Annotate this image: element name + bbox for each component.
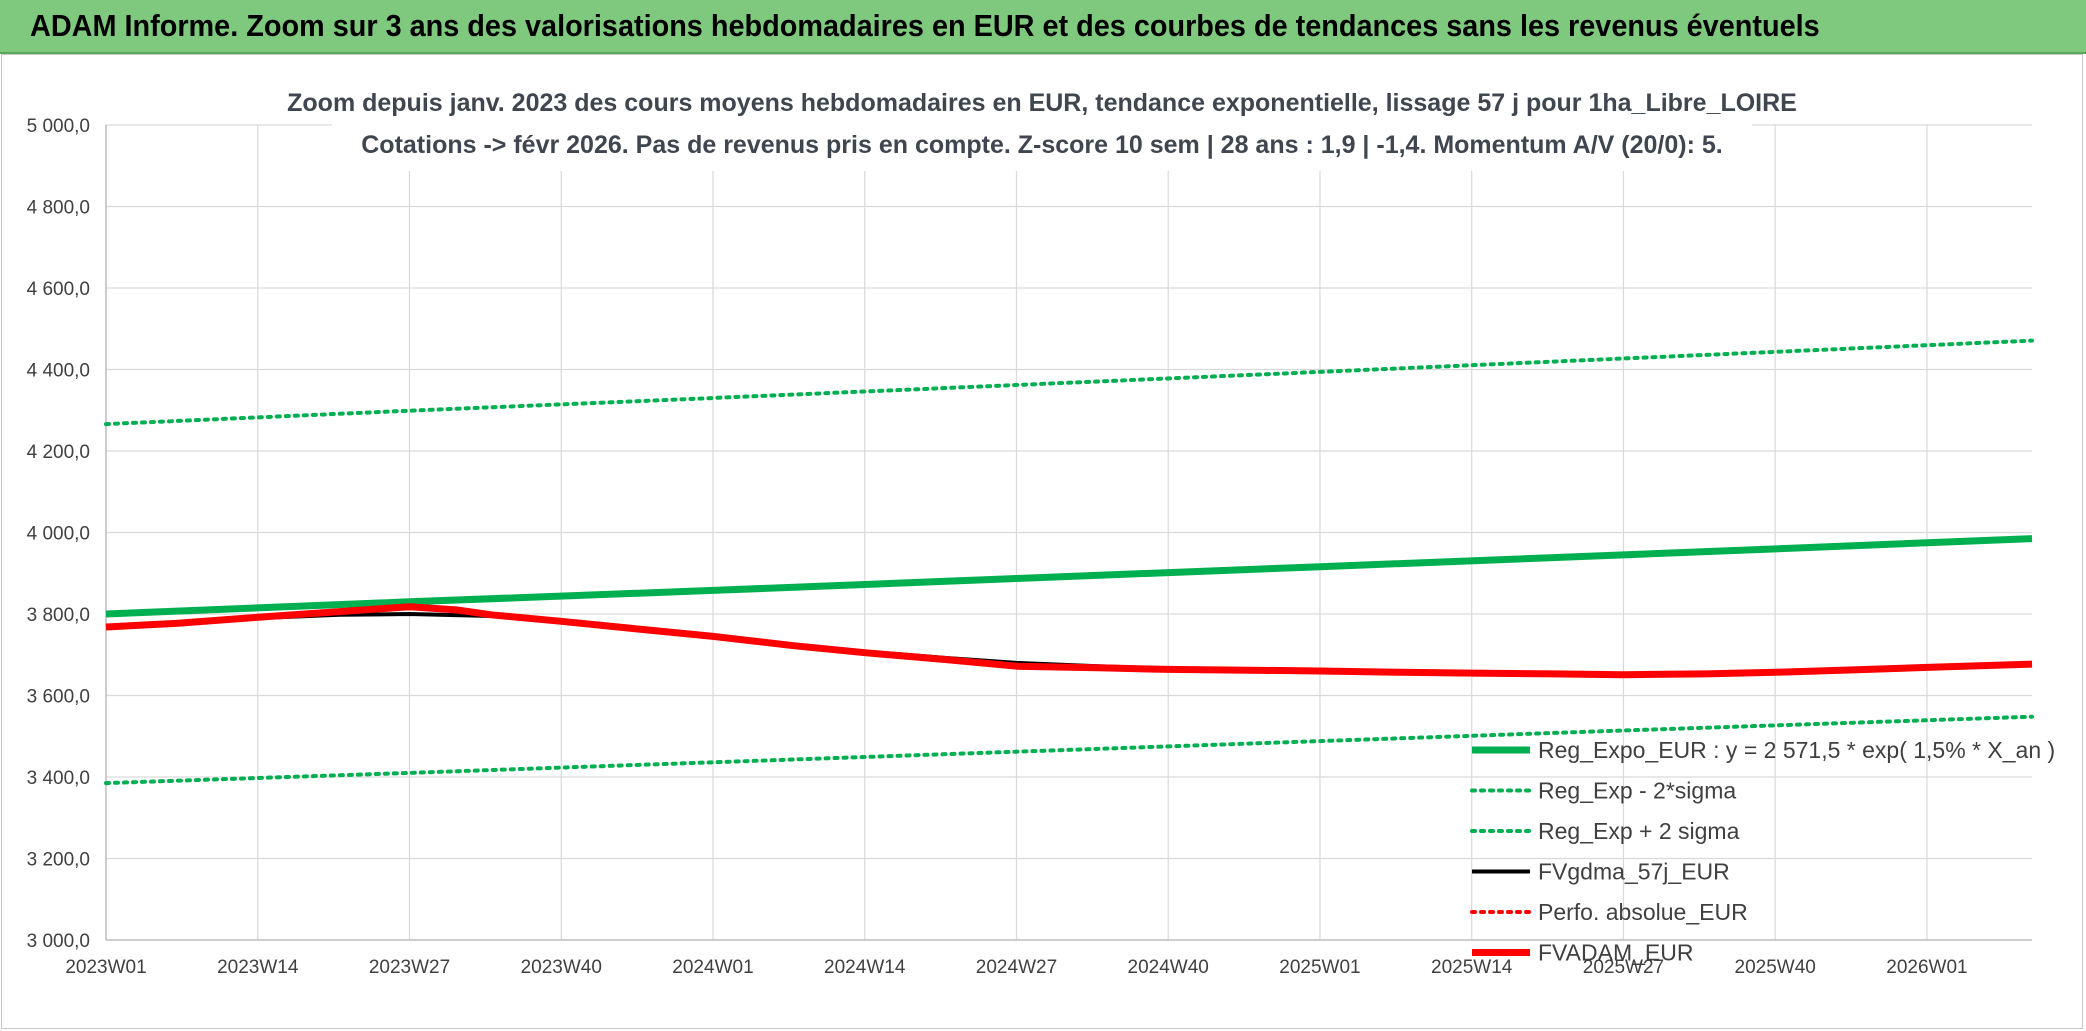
y-tick-label: 4 000,0 <box>27 524 90 545</box>
series <box>104 338 2034 786</box>
x-tick-label: 2026W01 <box>1886 957 1967 978</box>
line-chart: Zoom depuis janv. 2023 des cours moyens … <box>27 79 2055 978</box>
y-tick-label: 4 200,0 <box>27 442 90 463</box>
y-tick-label: 4 400,0 <box>27 361 90 382</box>
axes: 3 000,0 3 200,0 3 400,0 3 600,0 3 800,0 4 000… <box>27 116 2032 978</box>
y-tick-label: 5 000,0 <box>27 116 90 137</box>
y-tick-label: 4 800,0 <box>27 198 90 219</box>
gridlines <box>105 124 2032 941</box>
chart-title-line-1: Zoom depuis janv. 2023 des cours moyens … <box>287 89 1797 117</box>
x-tick-label: 2025W27 <box>1583 957 1664 978</box>
legend-label-reg-exp-2-sigma: Reg_Exp + 2 sigma <box>1538 818 1740 844</box>
x-tick-label: 2023W27 <box>369 957 450 978</box>
title-backdrop <box>332 79 1752 171</box>
legend-label-fvgdma-57j-eur: FVgdma_57j_EUR <box>1538 859 1730 885</box>
y-tick-label: 3 000,0 <box>27 931 90 952</box>
legend-label-perfo-absolue-eur: Perfo. absolue_EUR <box>1538 899 1748 925</box>
y-tick-label: 3 400,0 <box>27 768 90 789</box>
y-tick-label: 4 600,0 <box>27 279 90 300</box>
y-tick-label: 3 800,0 <box>27 605 90 626</box>
x-tick-label: 2024W14 <box>824 957 906 978</box>
series-line-reg-expo-eur-y-2-571-5-exp-1-5 <box>105 535 2033 618</box>
legend-label-fvadam-eur: FVADAM_EUR <box>1538 940 1694 966</box>
y-tick-label: 3 600,0 <box>27 687 90 708</box>
series-line-fvadam-eur <box>105 603 2033 679</box>
legend: Reg_Expo_EUR : y = 2 571,5 * exp( 1,5% *… <box>1470 737 2055 966</box>
x-tick-label: 2025W40 <box>1735 957 1816 978</box>
x-tick-label: 2025W01 <box>1279 957 1360 978</box>
x-tick-label: 2024W27 <box>976 957 1057 978</box>
y-tick-label: 3 200,0 <box>27 850 90 871</box>
legend-label-reg-expo-eur-y-2-571-5-exp-1-5: Reg_Expo_EUR : y = 2 571,5 * exp( 1,5% *… <box>1538 737 2055 763</box>
chart-title-line-2: Cotations -> févr 2026. Pas de revenus p… <box>361 131 1722 159</box>
report-banner: ADAM Informe. Zoom sur 3 ans des valoris… <box>0 0 2086 54</box>
x-tick-label: 2025W14 <box>1431 957 1513 978</box>
x-tick-label: 2023W01 <box>65 957 146 978</box>
report-title: ADAM Informe. Zoom sur 3 ans des valoris… <box>30 8 1820 43</box>
x-tick-label: 2023W40 <box>521 957 602 978</box>
series-line-reg-exp-2-sigma <box>104 714 2034 786</box>
x-tick-label: 2023W14 <box>217 957 299 978</box>
series-line-reg-exp-2-sigma <box>104 338 2034 427</box>
chart-title-block: Zoom depuis janv. 2023 des cours moyens … <box>287 79 1797 171</box>
x-tick-label: 2024W40 <box>1128 957 1209 978</box>
chart-area: Zoom depuis janv. 2023 des cours moyens … <box>1 54 2083 1029</box>
legend-label-reg-exp-2-sigma: Reg_Exp - 2*sigma <box>1538 778 1736 804</box>
x-tick-label: 2024W01 <box>672 957 753 978</box>
